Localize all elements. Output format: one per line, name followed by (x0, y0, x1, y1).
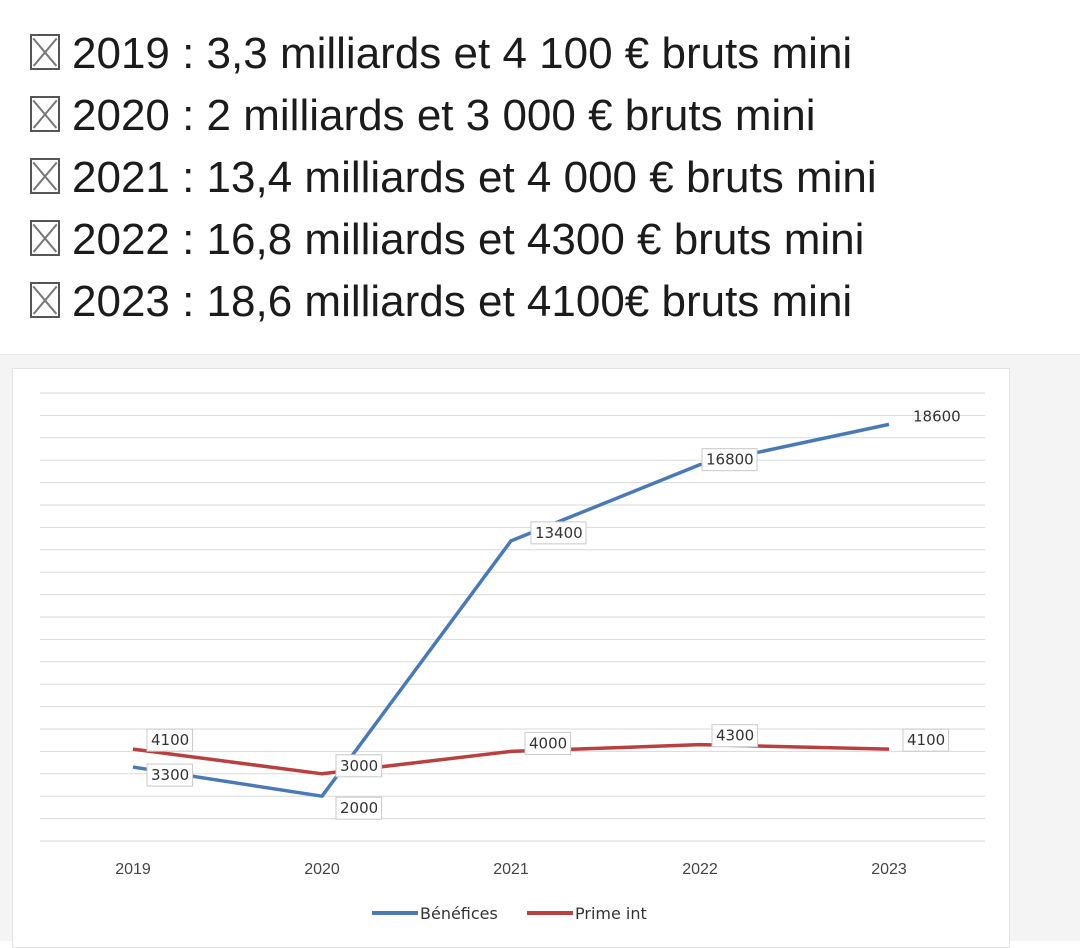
x-tick-label: 2022 (682, 861, 718, 878)
stat-line-text: 2020 : 2 milliards et 3 000 € bruts mini (72, 91, 816, 140)
stat-line-2019: 2019 : 3,3 milliards et 4 100 € bruts mi… (30, 32, 852, 76)
data-label: 2000 (340, 799, 378, 817)
stat-line-2020: 2020 : 2 milliards et 3 000 € bruts mini (30, 94, 816, 138)
data-label-box (701, 448, 758, 472)
series-line (132, 422, 890, 798)
stat-line-text: 2019 : 3,3 milliards et 4 100 € bruts mi… (72, 29, 853, 78)
data-label-box (530, 521, 587, 545)
data-label-box (902, 728, 950, 752)
x-tick-label: 2019 (115, 861, 151, 878)
chart-frame (12, 368, 1010, 948)
x-tick-label: 2020 (304, 861, 340, 878)
stats-text-panel: 2019 : 3,3 milliards et 4 100 € bruts mi… (0, 0, 1080, 355)
stat-line-text: 2021 : 13,4 milliards et 4 000 € bruts m… (72, 153, 877, 202)
series-line (132, 742, 890, 776)
legend-label: Prime int (575, 904, 647, 923)
data-label-box (146, 728, 194, 752)
stat-line-2023: 2023 : 18,6 milliards et 4100€ bruts min… (30, 280, 852, 324)
stat-line-2021: 2021 : 13,4 milliards et 4 000 € bruts m… (30, 156, 877, 200)
data-label-box (711, 724, 759, 748)
data-label: 3000 (340, 757, 378, 775)
missing-glyph-box-icon (30, 220, 60, 256)
data-label: 4000 (529, 734, 567, 752)
data-label-box (524, 731, 572, 755)
missing-glyph-box-icon (30, 158, 60, 194)
missing-glyph-box-icon (30, 282, 60, 318)
data-label: 4100 (907, 731, 945, 749)
data-label: 13400 (535, 524, 583, 542)
data-label-box (146, 763, 194, 787)
data-label: 18600 (913, 407, 961, 425)
data-label: 4300 (716, 727, 754, 745)
data-label-box (335, 796, 383, 820)
data-label: 4100 (151, 731, 189, 749)
missing-glyph-box-icon (30, 96, 60, 132)
stat-line-text: 2022 : 16,8 milliards et 4300 € bruts mi… (72, 215, 865, 264)
data-label: 16800 (706, 451, 754, 469)
missing-glyph-box-icon (30, 34, 60, 70)
data-label: 3300 (151, 766, 189, 784)
chart-area: 2019 2020 2021 2022 2023 3300 2000 13400 16800 18… (0, 355, 1080, 948)
legend-label: Bénéfices (420, 904, 498, 923)
stat-line-text: 2023 : 18,6 milliards et 4100€ bruts min… (72, 277, 853, 326)
x-tick-label: 2021 (493, 861, 529, 878)
x-tick-label: 2023 (871, 861, 907, 878)
line-chart: 2019 2020 2021 2022 2023 3300 2000 13400 16800 18… (40, 392, 985, 923)
stat-line-2022: 2022 : 16,8 milliards et 4300 € bruts mi… (30, 218, 864, 262)
data-label-box (335, 754, 383, 778)
section-divider (0, 354, 1080, 355)
